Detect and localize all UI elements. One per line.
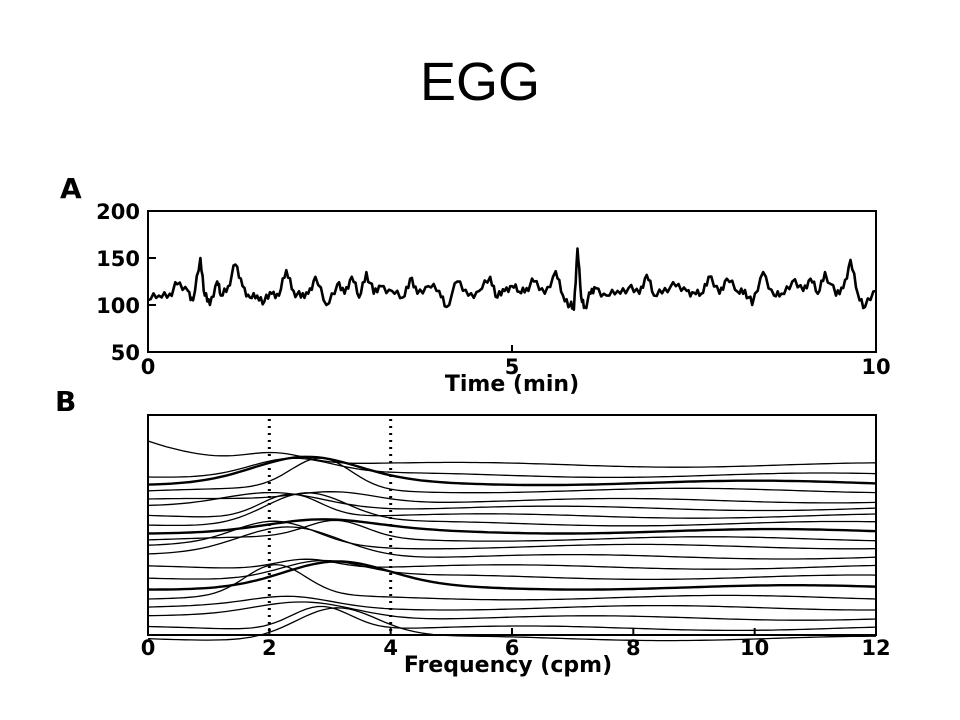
panel-a-y-tick-label: 50 — [111, 341, 140, 365]
panel-b-spectra — [147, 440, 877, 642]
spectrum-curve — [147, 493, 877, 519]
panel-b-x-tick-label: 4 — [383, 636, 398, 660]
panel-a-y-ticks: 200 150 100 50 — [96, 200, 156, 365]
spectrum-curve — [147, 605, 877, 632]
slide-title: EGG — [419, 52, 541, 112]
spectrum-curve — [147, 526, 877, 560]
spectrum-curve — [147, 491, 877, 504]
spectrum-curve — [147, 563, 877, 601]
spectrum-curve — [147, 455, 877, 487]
spectrum-curve — [147, 492, 876, 527]
spectrum-curve — [147, 519, 877, 542]
panel-a-x-axis-label: Time (min) — [445, 372, 579, 397]
panel-b-x-tick-label: 8 — [626, 636, 641, 660]
spectrum-curve — [147, 520, 877, 550]
egg-time-series-line — [147, 247, 877, 312]
spectrum-curve — [147, 558, 877, 570]
panel-a-x-tick-label: 5 — [505, 355, 520, 379]
panel-b-x-ticks: 0 2 4 6 8 10 12 — [141, 628, 891, 660]
panel-a-y-tick-label: 150 — [96, 247, 140, 271]
spectrum-curve — [147, 440, 877, 468]
panel-b-label: B — [55, 385, 76, 418]
spectrum-curve — [147, 491, 877, 512]
spectrum-curve — [147, 560, 877, 591]
panel-a-y-tick-label: 100 — [96, 294, 140, 318]
panel-a-x-tick-label: 0 — [141, 355, 156, 379]
panel-b-x-tick-label: 0 — [141, 636, 156, 660]
spectrum-curve — [147, 559, 877, 581]
panel-a-x-tick-label: 10 — [861, 355, 890, 379]
panel-a-x-ticks: 0 5 10 — [141, 345, 891, 379]
panel-b-x-tick-label: 10 — [740, 636, 769, 660]
spectrum-curve — [148, 518, 877, 535]
panel-b-reference-lines — [267, 419, 393, 635]
spectrum-curve — [147, 595, 876, 611]
spectrum-curve — [147, 601, 877, 621]
panel-b-x-tick-label: 2 — [262, 636, 277, 660]
panel-b-x-tick-label: 6 — [505, 636, 520, 660]
spectrum-curve — [147, 457, 877, 479]
panel-a-label: A — [60, 172, 82, 205]
panel-a-y-tick-label: 200 — [96, 200, 140, 224]
panel-b-x-tick-label: 12 — [861, 636, 890, 660]
panel-b-x-axis-label: Frequency (cpm) — [404, 653, 612, 678]
spectrum-curve — [147, 457, 877, 494]
